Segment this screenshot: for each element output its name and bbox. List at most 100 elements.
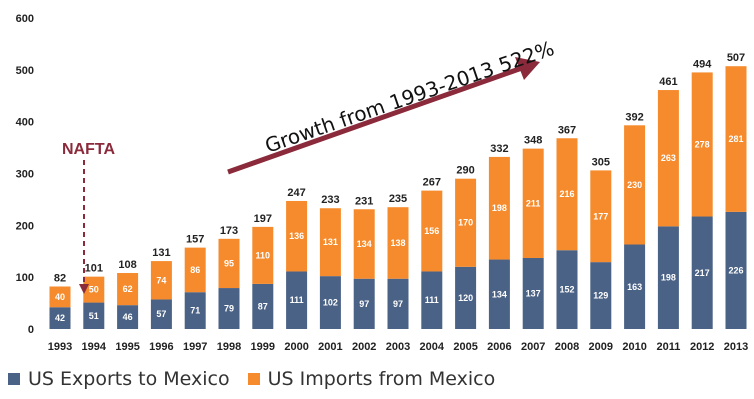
value-label-imports: 86 bbox=[190, 265, 200, 275]
bar-imports bbox=[691, 72, 713, 217]
value-label-exports: 102 bbox=[323, 298, 338, 308]
bar-exports bbox=[184, 292, 206, 329]
value-label-exports: 226 bbox=[728, 265, 743, 275]
x-tick-label: 2011 bbox=[656, 341, 680, 353]
growth-arrow-line bbox=[227, 65, 523, 175]
value-label-imports: 216 bbox=[559, 189, 574, 199]
bar-imports bbox=[252, 226, 274, 284]
value-label-exports: 97 bbox=[393, 299, 403, 309]
total-label: 197 bbox=[254, 213, 272, 225]
total-label: 494 bbox=[693, 58, 712, 70]
value-label-imports: 211 bbox=[526, 198, 541, 208]
legend-item-exports: US Exports to Mexico bbox=[8, 368, 230, 390]
value-label-imports: 198 bbox=[492, 203, 507, 213]
bar-imports bbox=[624, 125, 646, 245]
value-label-imports: 138 bbox=[390, 238, 405, 248]
total-label: 247 bbox=[287, 187, 305, 199]
value-label-exports: 71 bbox=[190, 306, 200, 316]
bar-exports bbox=[117, 305, 139, 329]
bar-exports bbox=[83, 302, 105, 329]
total-label: 101 bbox=[85, 263, 103, 275]
x-tick-label: 2002 bbox=[352, 341, 376, 353]
bar-exports bbox=[421, 271, 443, 329]
x-tick-label: 2007 bbox=[521, 341, 545, 353]
bar-imports bbox=[725, 66, 747, 212]
x-tick-label: 2008 bbox=[555, 341, 579, 353]
total-label: 131 bbox=[152, 247, 170, 259]
bar-exports bbox=[387, 278, 409, 329]
y-tick-label: 0 bbox=[28, 324, 34, 336]
growth-arrow-head bbox=[515, 57, 540, 80]
bar-imports bbox=[319, 208, 341, 277]
legend-item-imports: US Imports from Mexico bbox=[247, 368, 496, 390]
bar-imports bbox=[657, 90, 679, 227]
value-label-exports: 163 bbox=[627, 282, 642, 292]
y-tick-label: 100 bbox=[16, 272, 34, 284]
bar-imports bbox=[522, 148, 544, 258]
bar-exports bbox=[455, 266, 477, 329]
x-tick-label: 2000 bbox=[284, 341, 308, 353]
growth-label: Growth from 1993-2013 522% bbox=[262, 36, 557, 158]
bar-imports bbox=[455, 178, 477, 267]
value-label-imports: 281 bbox=[728, 134, 743, 144]
x-tick-label: 1996 bbox=[149, 341, 173, 353]
bar-exports bbox=[522, 257, 544, 329]
total-label: 157 bbox=[186, 234, 204, 246]
legend-label-exports: US Exports to Mexico bbox=[28, 368, 230, 390]
total-label: 233 bbox=[321, 194, 339, 206]
x-tick-label: 1993 bbox=[48, 341, 72, 353]
bar-exports bbox=[353, 278, 375, 329]
x-tick-label: 2004 bbox=[420, 341, 445, 353]
total-label: 231 bbox=[355, 195, 373, 207]
bar-exports bbox=[624, 244, 646, 329]
bar-imports bbox=[83, 276, 105, 303]
y-tick-label: 600 bbox=[16, 13, 34, 25]
total-label: 367 bbox=[558, 124, 576, 136]
bar-imports bbox=[488, 156, 510, 260]
x-tick-label: 2013 bbox=[724, 341, 748, 353]
value-label-exports: 129 bbox=[593, 291, 608, 301]
total-label: 108 bbox=[118, 259, 136, 271]
value-label-imports: 110 bbox=[256, 250, 271, 260]
nafta-label: NAFTA bbox=[62, 141, 115, 158]
x-tick-label: 2001 bbox=[318, 341, 342, 353]
legend: US Exports to Mexico US Imports from Mex… bbox=[8, 368, 513, 390]
value-label-exports: 198 bbox=[661, 273, 676, 283]
bar-exports bbox=[725, 211, 747, 329]
value-label-exports: 217 bbox=[695, 268, 710, 278]
x-tick-label: 1995 bbox=[115, 341, 139, 353]
value-label-imports: 177 bbox=[593, 211, 608, 221]
legend-swatch-imports bbox=[247, 373, 260, 385]
value-label-exports: 111 bbox=[425, 295, 439, 305]
bar-exports bbox=[488, 259, 510, 329]
value-label-imports: 62 bbox=[123, 284, 133, 294]
y-tick-label: 200 bbox=[16, 220, 34, 232]
total-label: 290 bbox=[456, 165, 474, 177]
x-tick-label: 2003 bbox=[386, 341, 410, 353]
value-label-exports: 152 bbox=[559, 285, 574, 295]
value-label-exports: 97 bbox=[359, 299, 369, 309]
bar-imports bbox=[218, 238, 240, 289]
bar-exports bbox=[691, 216, 713, 329]
total-label: 267 bbox=[423, 177, 441, 189]
value-label-exports: 57 bbox=[156, 309, 166, 319]
x-tick-label: 2009 bbox=[589, 341, 613, 353]
total-label: 173 bbox=[220, 225, 238, 237]
value-label-imports: 131 bbox=[323, 237, 338, 247]
bar-exports bbox=[252, 283, 274, 329]
bar-exports bbox=[218, 288, 240, 329]
bar-exports bbox=[590, 262, 612, 329]
y-tick-label: 500 bbox=[16, 65, 34, 77]
value-label-imports: 278 bbox=[695, 139, 710, 149]
bar-exports bbox=[556, 250, 578, 329]
bar-exports bbox=[319, 276, 341, 329]
legend-label-imports: US Imports from Mexico bbox=[267, 368, 496, 390]
bar-imports bbox=[387, 207, 409, 279]
x-tick-label: 1998 bbox=[217, 341, 241, 353]
bar-imports bbox=[556, 138, 578, 251]
value-label-exports: 42 bbox=[55, 313, 65, 323]
bar-imports bbox=[184, 247, 206, 293]
bar-imports bbox=[150, 261, 172, 300]
bar-imports bbox=[421, 190, 443, 272]
y-axis: 0 100 200 300 400 500 600 bbox=[16, 13, 34, 336]
